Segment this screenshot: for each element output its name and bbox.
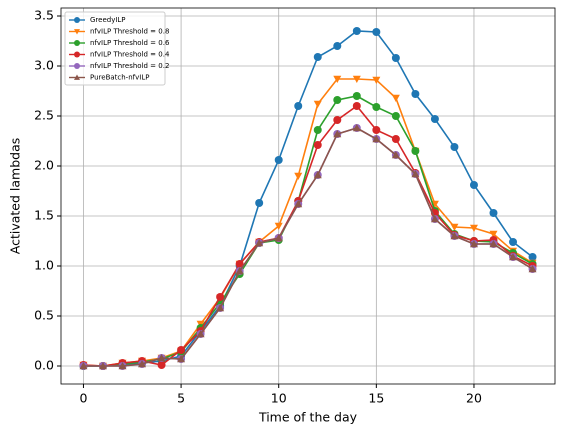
marker (391, 151, 400, 159)
marker (294, 172, 303, 180)
marker (333, 116, 342, 124)
marker (372, 135, 381, 143)
marker (411, 170, 420, 178)
marker (372, 76, 381, 84)
marker (391, 94, 400, 102)
legend-marker (74, 51, 80, 58)
marker (333, 96, 342, 104)
x-tick-label: 0 (79, 391, 87, 406)
x-axis-label: Time of the day (258, 410, 358, 425)
marker (391, 135, 400, 143)
marker (313, 53, 322, 61)
marker (489, 240, 498, 248)
marker (98, 362, 107, 370)
y-tick-label: 3.5 (34, 8, 54, 23)
marker (255, 199, 264, 207)
marker (333, 42, 342, 50)
y-tick-label: 1.0 (34, 258, 54, 273)
marker (157, 354, 166, 362)
marker (469, 181, 478, 189)
legend-label: PureBatch-nfvILP (90, 74, 149, 82)
y-tick-label: 0.5 (34, 308, 54, 323)
marker (391, 112, 400, 120)
marker (255, 239, 264, 247)
marker (274, 234, 283, 242)
legend-label: nfvILP Threshold = 0.8 (90, 28, 169, 36)
legend-label: nfvILP Threshold = 0.6 (90, 39, 170, 47)
marker (177, 355, 186, 363)
marker (235, 267, 244, 275)
marker (469, 240, 478, 248)
y-tick-label: 3.0 (34, 58, 54, 73)
legend-label: nfvILP Threshold = 0.4 (90, 51, 170, 59)
marker (372, 28, 381, 36)
y-tick-label: 1.5 (34, 208, 54, 223)
marker (138, 360, 147, 368)
marker (313, 141, 322, 149)
marker (274, 156, 283, 164)
legend-marker (74, 63, 80, 69)
marker (333, 130, 342, 138)
marker (528, 253, 537, 261)
marker (352, 102, 361, 110)
marker (450, 232, 459, 240)
marker (372, 103, 381, 111)
marker (489, 209, 498, 217)
legend-box (64, 11, 166, 86)
y-tick-label: 0.0 (34, 358, 54, 373)
marker (294, 102, 303, 110)
x-tick-label: 15 (368, 391, 384, 406)
marker (450, 143, 459, 151)
marker (411, 147, 420, 155)
legend-marker (74, 17, 80, 23)
marker (216, 304, 225, 312)
legend-marker (74, 29, 80, 35)
marker (489, 230, 498, 238)
x-tick-label: 10 (271, 391, 287, 406)
series-line (83, 104, 533, 367)
legend-marker (74, 40, 80, 46)
series-line (83, 95, 533, 367)
marker (509, 238, 518, 246)
marker (294, 200, 303, 208)
marker (528, 265, 537, 273)
marker (352, 75, 361, 83)
marker (216, 293, 225, 301)
marker (118, 362, 127, 370)
y-tick-label: 2.5 (34, 108, 54, 123)
marker (79, 362, 88, 370)
legend: GreedyILP nfvILP Threshold = 0.8 nfvILP Th… (64, 11, 170, 86)
marker (352, 92, 361, 100)
legend-marker (74, 74, 80, 80)
marker (391, 54, 400, 62)
marker (157, 361, 166, 369)
marker (411, 90, 420, 98)
marker (352, 27, 361, 35)
y-axis-label: Activated lambdas (8, 138, 23, 255)
series-line (83, 127, 533, 367)
x-tick-label: 20 (466, 391, 482, 406)
marker (274, 222, 283, 230)
marker (469, 224, 478, 232)
marker (196, 330, 205, 338)
marker (372, 126, 381, 134)
x-tick-label: 5 (177, 391, 185, 406)
legend-label: GreedyILP (90, 16, 126, 24)
marker (235, 260, 244, 268)
plot-frame (60, 7, 556, 385)
marker (430, 115, 439, 123)
marker (509, 253, 518, 261)
marker (177, 346, 186, 354)
marker (313, 171, 322, 179)
marker (313, 126, 322, 134)
marker (352, 124, 361, 132)
marker (313, 100, 322, 108)
marker (333, 75, 342, 83)
y-tick-label: 2.0 (34, 158, 54, 173)
series-line (83, 78, 533, 367)
marker (450, 223, 459, 231)
legend-label: nfvILP Threshold = 0.2 (90, 62, 169, 70)
marker (430, 215, 439, 223)
